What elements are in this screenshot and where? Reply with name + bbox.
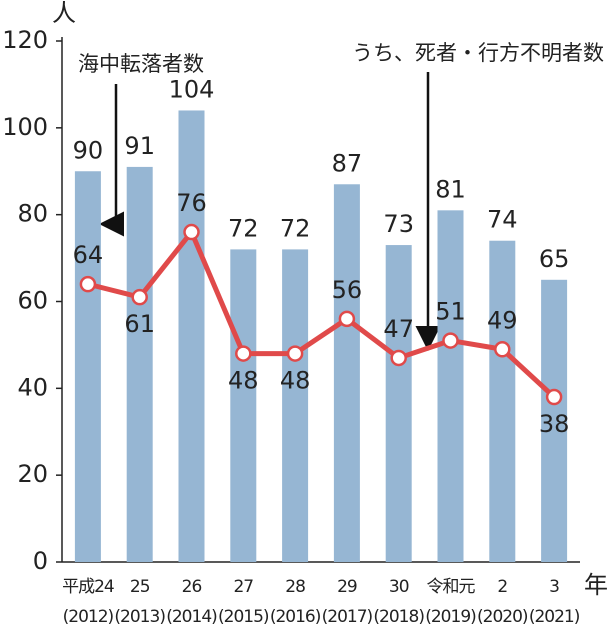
bar-value-label: 74	[487, 206, 518, 234]
x-tick-year: (2021)	[529, 607, 580, 627]
x-tick-year: (2017)	[322, 607, 373, 627]
x-tick-year: (2016)	[270, 607, 321, 627]
y-tick-label: 0	[33, 547, 48, 575]
line-point	[286, 345, 304, 362]
line-annotation: うち、死者・行方不明者数	[352, 41, 604, 65]
bar	[74, 171, 101, 562]
bar-value-label: 91	[124, 132, 155, 160]
x-tick-label: 2	[497, 577, 507, 597]
y-tick-label: 40	[17, 373, 48, 401]
bar	[333, 184, 360, 562]
line-value-label: 48	[280, 367, 311, 395]
y-unit: 人	[52, 0, 76, 27]
line-point	[131, 288, 148, 306]
x-tick-label: 平成24	[62, 577, 114, 597]
bar	[282, 249, 309, 562]
bar	[489, 240, 516, 562]
line-point	[79, 275, 97, 293]
x-tick-label: 25	[130, 577, 150, 597]
x-tick-year: (2020)	[477, 607, 528, 627]
bar-value-label: 72	[228, 214, 259, 242]
bar-value-label: 73	[383, 210, 414, 238]
bar-value-label: 104	[169, 75, 215, 103]
bar-value-label: 90	[73, 136, 104, 164]
x-tick-year: (2014)	[166, 607, 217, 627]
line-value-label: 56	[332, 276, 363, 304]
y-tick-label: 60	[17, 287, 48, 315]
x-tick-label: 3	[549, 577, 559, 597]
line-value-label: 38	[539, 410, 570, 438]
x-tick-label: 令和元	[427, 577, 476, 597]
bar	[385, 245, 412, 562]
bar	[126, 166, 153, 563]
x-tick-year: (2019)	[425, 607, 476, 627]
x-tick-label: 28	[285, 577, 305, 597]
line-point	[545, 388, 563, 406]
bar-value-label: 87	[332, 149, 363, 177]
x-tick-year: (2012)	[63, 607, 114, 627]
y-tick-label: 80	[17, 200, 48, 228]
line-value-label: 61	[124, 310, 155, 338]
y-tick-label: 120	[2, 26, 48, 54]
bar-value-label: 72	[280, 214, 311, 242]
annotation-arrow	[99, 84, 124, 237]
x-tick-label: 27	[233, 577, 253, 597]
line-point	[338, 310, 356, 328]
line-value-label: 48	[228, 367, 259, 395]
line-value-label: 76	[176, 189, 207, 217]
line-value-label: 47	[383, 315, 414, 343]
line-value-label: 51	[435, 298, 466, 326]
x-tick-year: (2018)	[373, 607, 424, 627]
bar	[178, 110, 205, 562]
line-point	[235, 345, 252, 362]
x-tick-label: 29	[337, 577, 357, 597]
bar	[437, 210, 464, 562]
x-tick-year: (2015)	[218, 607, 269, 627]
bar-value-label: 65	[539, 245, 570, 273]
line-point	[442, 332, 459, 349]
bar	[230, 249, 257, 562]
y-tick-label: 100	[2, 113, 48, 141]
line-point	[183, 223, 200, 241]
bar-annotation: 海中転落者数	[78, 52, 204, 76]
x-tick-label: 26	[182, 577, 202, 597]
x-tick-label: 30	[389, 577, 409, 597]
line-value-label: 64	[73, 241, 104, 269]
x-tick-year: (2013)	[114, 607, 165, 627]
line-value-label: 49	[487, 306, 518, 334]
line	[87, 229, 556, 399]
line-point	[390, 349, 407, 367]
bar-value-label: 81	[435, 175, 466, 203]
line-point	[494, 341, 511, 358]
y-tick-label: 20	[17, 460, 48, 488]
x-unit: 年	[584, 571, 608, 599]
bar	[541, 279, 568, 562]
